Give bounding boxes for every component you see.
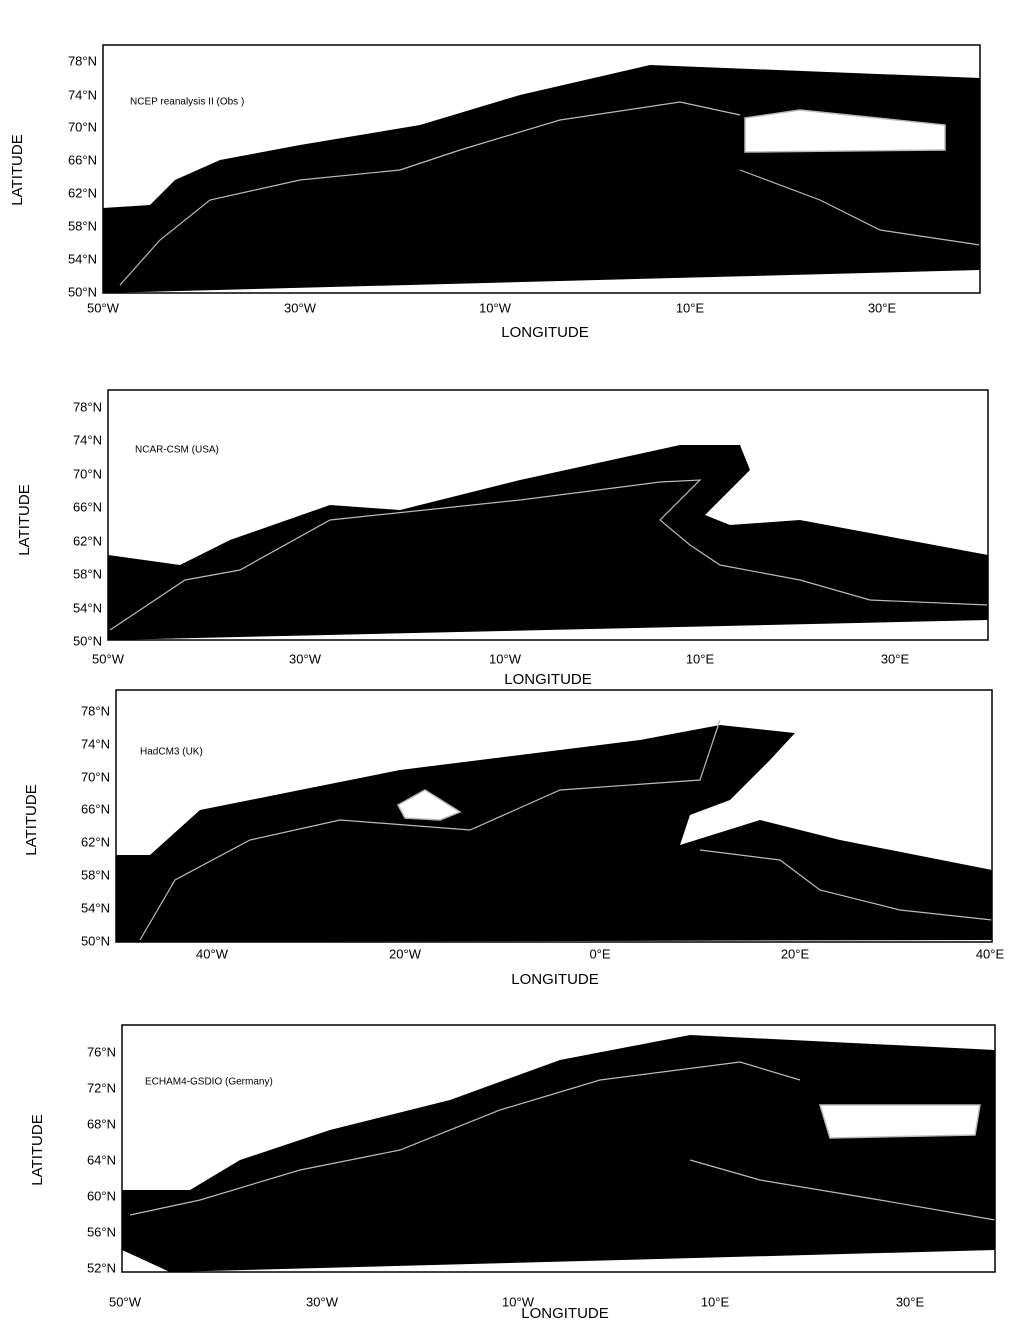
map-frame bbox=[107, 389, 989, 641]
y-axis-title: LATITUDE bbox=[23, 784, 40, 855]
lon-tick-label: 20°W bbox=[389, 946, 422, 961]
panel-label: ECHAM4-GSDIO (Germany) bbox=[145, 1077, 273, 1088]
lat-tick-label: 70°N bbox=[81, 769, 110, 784]
lat-tick-label: 62°N bbox=[68, 185, 97, 200]
lon-tick-label: 40°E bbox=[976, 946, 1005, 961]
lat-tick-label: 62°N bbox=[73, 533, 102, 548]
x-axis-title: LONGITUDE bbox=[501, 324, 589, 341]
map-frame bbox=[121, 1024, 996, 1273]
lon-tick-label: 10°W bbox=[489, 651, 522, 666]
lat-tick-label: 68°N bbox=[87, 1116, 116, 1131]
land-region bbox=[818, 1104, 981, 1139]
contour-line bbox=[109, 479, 989, 631]
lat-tick-label: 50°N bbox=[81, 933, 110, 948]
contour-line bbox=[129, 1061, 801, 1216]
lat-tick-label: 64°N bbox=[87, 1152, 116, 1167]
lat-tick-label: 56°N bbox=[87, 1224, 116, 1239]
contour-line bbox=[739, 169, 981, 246]
lon-tick-label: 10°E bbox=[676, 300, 705, 315]
lon-tick-label: 30°W bbox=[306, 1294, 339, 1309]
lat-tick-label: 62°N bbox=[81, 834, 110, 849]
panel-label: HadCM3 (UK) bbox=[140, 747, 203, 758]
contour-line bbox=[139, 719, 721, 941]
map-panel bbox=[121, 1024, 996, 1273]
lat-tick-label: 66°N bbox=[81, 801, 110, 816]
ocean-region bbox=[116, 725, 992, 942]
lon-tick-label: 0°E bbox=[589, 946, 610, 961]
ocean-region bbox=[108, 445, 988, 640]
lon-tick-label: 10°E bbox=[701, 1294, 730, 1309]
x-axis-title: LONGITUDE bbox=[521, 1305, 609, 1322]
lat-tick-label: 66°N bbox=[68, 152, 97, 167]
lat-tick-label: 58°N bbox=[73, 566, 102, 581]
contour-line bbox=[689, 1159, 996, 1221]
y-axis-title: LATITUDE bbox=[9, 134, 26, 205]
lat-tick-label: 66°N bbox=[73, 499, 102, 514]
lon-tick-label: 10°W bbox=[502, 1294, 535, 1309]
lon-tick-label: 50°W bbox=[109, 1294, 142, 1309]
map-panel bbox=[107, 389, 989, 641]
lat-tick-label: 52°N bbox=[87, 1260, 116, 1275]
lon-tick-label: 50°W bbox=[87, 300, 120, 315]
lat-tick-label: 78°N bbox=[73, 399, 102, 414]
lon-tick-label: 10°E bbox=[686, 651, 715, 666]
lon-tick-label: 30°W bbox=[284, 300, 317, 315]
y-axis-title: LATITUDE bbox=[16, 484, 33, 555]
lat-tick-label: 58°N bbox=[68, 218, 97, 233]
lon-tick-label: 30°W bbox=[289, 651, 322, 666]
lat-tick-label: 60°N bbox=[87, 1188, 116, 1203]
lat-tick-label: 72°N bbox=[87, 1080, 116, 1095]
lat-tick-label: 74°N bbox=[68, 87, 97, 102]
ocean-region bbox=[122, 1035, 995, 1272]
lon-tick-label: 30°E bbox=[896, 1294, 925, 1309]
lat-tick-label: 78°N bbox=[68, 53, 97, 68]
contour-line bbox=[699, 849, 993, 921]
lat-tick-label: 70°N bbox=[73, 466, 102, 481]
lon-tick-label: 40°W bbox=[196, 946, 229, 961]
panel-label: NCEP reanalysis II (Obs ) bbox=[130, 97, 244, 108]
lat-tick-label: 74°N bbox=[81, 736, 110, 751]
lon-tick-label: 20°E bbox=[781, 946, 810, 961]
map-frame bbox=[102, 44, 981, 294]
lat-tick-label: 76°N bbox=[87, 1044, 116, 1059]
land-region bbox=[396, 789, 462, 821]
map-panel bbox=[102, 44, 981, 294]
lat-tick-label: 58°N bbox=[81, 867, 110, 882]
lat-tick-label: 70°N bbox=[68, 119, 97, 134]
lat-tick-label: 54°N bbox=[73, 600, 102, 615]
map-frame bbox=[115, 689, 993, 943]
x-axis-title: LONGITUDE bbox=[511, 971, 599, 988]
lon-tick-label: 10°W bbox=[479, 300, 512, 315]
lat-tick-label: 54°N bbox=[68, 251, 97, 266]
x-axis-title: LONGITUDE bbox=[504, 671, 592, 688]
panel-label: NCAR-CSM (USA) bbox=[135, 445, 219, 456]
contour-line bbox=[119, 101, 741, 286]
land-region bbox=[744, 109, 946, 153]
lat-tick-label: 74°N bbox=[73, 432, 102, 447]
lon-tick-label: 30°E bbox=[868, 300, 897, 315]
lat-tick-label: 78°N bbox=[81, 703, 110, 718]
lon-tick-label: 50°W bbox=[92, 651, 125, 666]
y-axis-title: LATITUDE bbox=[29, 1114, 46, 1185]
lat-tick-label: 50°N bbox=[73, 633, 102, 648]
map-panel bbox=[115, 689, 993, 943]
lat-tick-label: 54°N bbox=[81, 900, 110, 915]
lat-tick-label: 50°N bbox=[68, 284, 97, 299]
lon-tick-label: 30°E bbox=[881, 651, 910, 666]
